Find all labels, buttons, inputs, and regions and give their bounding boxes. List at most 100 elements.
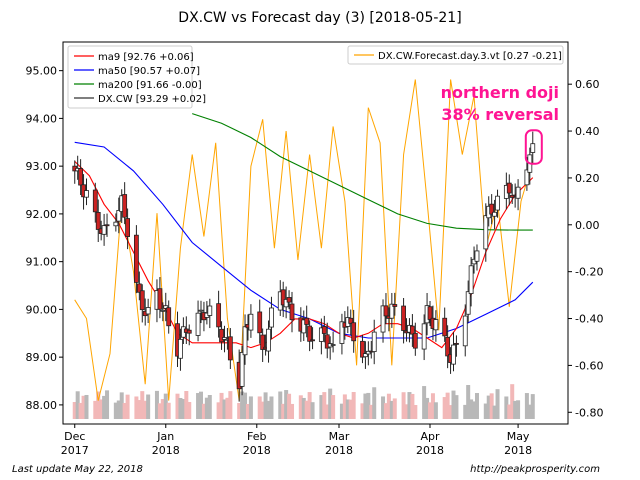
candle-body — [125, 218, 130, 237]
candle-body — [104, 224, 110, 227]
candle-body — [365, 350, 371, 355]
annotation-highlight — [524, 129, 543, 165]
volume-bar — [216, 402, 221, 419]
legend-left: ma9 [92.76 +0.06] ma50 [90.57 +0.07] ma2… — [67, 45, 206, 109]
volume-bar — [284, 390, 289, 419]
legend-label-dxcw: DX.CW [93.29 +0.02] — [98, 94, 206, 105]
candle-body — [248, 313, 254, 331]
candle-body — [495, 195, 500, 211]
candle-body — [163, 305, 169, 309]
right-tick-label: -0.80 — [575, 406, 603, 419]
volume-bar — [243, 392, 248, 419]
candle-body — [468, 265, 474, 294]
volume-bar — [257, 396, 262, 419]
x-tick-label: Dec — [64, 430, 85, 443]
volume-bar — [278, 391, 283, 419]
volume-bar — [410, 393, 415, 419]
volume-bar — [348, 399, 353, 419]
volume-bar — [105, 390, 110, 419]
left-axis: 95.00 94.00 93.00 92.00 91.00 90.00 89.00 88.00 — [26, 65, 63, 412]
volume-bar — [178, 397, 183, 419]
volume-bar — [187, 401, 192, 419]
volume-bar — [175, 393, 180, 419]
candle-body — [134, 234, 139, 283]
volume-bar — [157, 403, 162, 419]
volume-bar — [445, 392, 450, 419]
volume-bar — [504, 396, 509, 419]
volume-bar — [328, 388, 333, 419]
right-tick-label: 0.20 — [575, 172, 600, 185]
x-tick-label: Apr — [420, 430, 440, 443]
volume-bar — [113, 402, 118, 419]
volume-bar — [225, 397, 230, 419]
candle-body — [380, 305, 386, 333]
candle-body — [84, 190, 89, 198]
volume-bar — [137, 400, 142, 419]
candle-body — [280, 289, 286, 306]
volume-bar — [430, 393, 435, 419]
footer-left: Last update May 22, 2018 — [12, 464, 143, 475]
volume-bar — [222, 399, 227, 419]
volume-bar — [495, 389, 500, 419]
candle-body — [145, 307, 151, 315]
left-tick-label: 91.00 — [26, 256, 58, 269]
candle-body — [304, 317, 310, 325]
candle-body — [412, 332, 418, 349]
legend-label-ma50: ma50 [90.57 +0.07] — [98, 66, 200, 77]
candle-body — [139, 290, 145, 311]
candle-body — [474, 250, 480, 262]
candle-body — [195, 312, 201, 336]
candle-body — [321, 326, 327, 334]
candle-body — [371, 331, 377, 352]
volume-bar — [530, 394, 535, 419]
candle-body — [442, 317, 448, 337]
volume-bar — [386, 393, 391, 419]
volume-bar — [527, 404, 532, 419]
volume-bar — [99, 399, 104, 419]
volume-bar — [366, 392, 371, 419]
volume-bar — [404, 404, 409, 419]
volume-bar — [392, 398, 397, 419]
legend-label-ma9: ma9 [92.76 +0.06] — [98, 52, 194, 63]
legend-right: DX.CW.Forecast.day.3.vt [0.27 -0.21] — [347, 45, 564, 65]
volume-bar — [310, 402, 315, 419]
candle-body — [136, 283, 142, 293]
volume-bar — [466, 385, 471, 419]
volume-bar — [163, 393, 168, 419]
x-tick-year: 2018 — [504, 444, 532, 457]
candle-body — [483, 215, 489, 250]
candle-body — [266, 328, 271, 352]
right-tick-label: 0.00 — [575, 219, 600, 232]
candle-body — [242, 326, 248, 356]
volume-bar — [237, 403, 242, 419]
volume-bar — [383, 403, 388, 419]
candle-body — [257, 311, 263, 334]
volume-bar — [363, 393, 368, 419]
volume-bar — [116, 400, 121, 419]
volume-bar — [154, 390, 159, 419]
candle-body — [92, 189, 98, 213]
forecast-layer — [74, 79, 534, 401]
volume-bar — [281, 403, 286, 419]
candle-body — [122, 194, 128, 218]
volume-bar — [407, 392, 412, 419]
volume-bar — [413, 404, 418, 419]
volume-bar — [381, 396, 386, 419]
volume-bar — [84, 394, 89, 419]
left-tick-label: 92.00 — [26, 208, 58, 221]
x-tick-year: 2018 — [152, 444, 180, 457]
volume-bar — [331, 395, 336, 419]
candle-body — [363, 353, 368, 358]
x-tick-label: Jan — [156, 430, 174, 443]
candle-body — [454, 342, 459, 345]
right-tick-label: -0.40 — [575, 313, 603, 326]
candle-body — [427, 306, 433, 320]
candle-body — [409, 325, 415, 335]
legend-label-forecast: DX.CW.Forecast.day.3.vt [0.27 -0.21] — [378, 51, 562, 62]
volume-bar — [207, 395, 212, 419]
candle-body — [116, 210, 122, 222]
volume-bar — [298, 395, 303, 419]
candle-body — [465, 291, 471, 315]
candle-body — [219, 328, 224, 343]
volume-bar — [425, 397, 430, 419]
